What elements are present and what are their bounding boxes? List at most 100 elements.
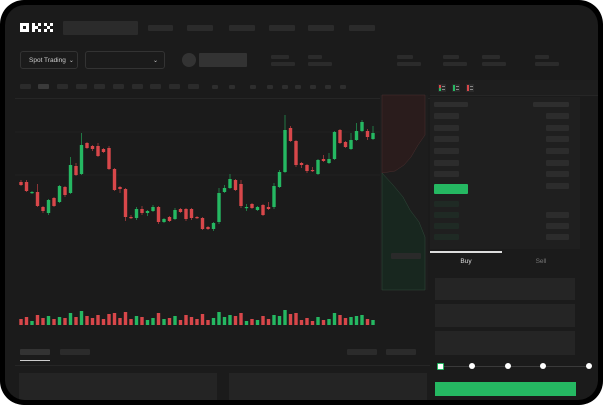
volume-bar — [145, 320, 150, 325]
buy-button[interactable] — [435, 382, 576, 396]
candle — [195, 216, 199, 219]
candle — [85, 142, 89, 149]
timeframe-button[interactable] — [20, 84, 31, 89]
volume-bar — [30, 321, 34, 325]
timeframe-button[interactable] — [188, 84, 199, 89]
timeframe-button[interactable] — [38, 84, 49, 89]
slider-mark-50[interactable] — [505, 363, 511, 369]
volume-bar — [371, 320, 375, 325]
ask-price — [434, 160, 459, 166]
candle — [46, 199, 51, 215]
volume-bar — [57, 317, 62, 325]
candle-body — [211, 223, 216, 229]
chart-tool-icon[interactable] — [267, 85, 273, 89]
ask-size — [546, 125, 569, 131]
candle — [52, 197, 56, 207]
chart-tool-icon[interactable] — [212, 85, 218, 89]
stat-label — [535, 55, 549, 59]
candle — [371, 126, 375, 140]
volume-bar — [360, 315, 364, 325]
divider — [15, 98, 430, 99]
chart-tool-icon[interactable] — [340, 85, 346, 89]
volume-bar — [41, 318, 45, 325]
ask-size — [546, 113, 569, 119]
candle — [305, 164, 309, 173]
filter-button[interactable] — [386, 349, 416, 355]
candle-body — [52, 198, 56, 206]
slider-mark-75[interactable] — [540, 363, 546, 369]
chart-tool-icon[interactable] — [282, 85, 288, 89]
bid-price — [434, 234, 459, 240]
volume-bar — [184, 315, 188, 325]
slider-handle[interactable] — [437, 363, 444, 370]
header-search-placeholder[interactable] — [63, 21, 138, 35]
nav-item[interactable] — [269, 25, 295, 31]
timeframe-button[interactable] — [57, 84, 68, 89]
filter-button[interactable] — [347, 349, 377, 355]
coin-icon — [182, 53, 196, 67]
order-book-both-icon[interactable] — [438, 84, 446, 92]
ask-price — [434, 113, 459, 119]
chevron-down-icon: ⌄ — [152, 57, 158, 64]
candle-body — [123, 189, 128, 217]
amount-input[interactable] — [435, 304, 575, 327]
candle — [74, 163, 78, 176]
volume-bar — [162, 319, 166, 325]
nav-item[interactable] — [148, 25, 173, 31]
timeframe-button[interactable] — [150, 84, 161, 89]
candle — [178, 208, 183, 213]
bid-price — [434, 212, 459, 218]
tab-sell[interactable]: Sell — [535, 258, 547, 265]
chart-tool-icon[interactable] — [310, 85, 316, 89]
timeframe-button[interactable] — [169, 84, 180, 89]
slider-mark-100[interactable] — [586, 363, 592, 369]
chart-tool-icon[interactable] — [229, 85, 235, 89]
orderbook-col-header — [434, 102, 468, 107]
nav-item[interactable] — [187, 25, 213, 31]
chart-tool-icon[interactable] — [295, 85, 301, 89]
amount-slider[interactable] — [437, 363, 592, 370]
candle-body — [371, 133, 375, 139]
timeframe-button[interactable] — [94, 84, 105, 89]
volume-bar — [283, 310, 287, 325]
candle — [261, 204, 265, 216]
chart-tool-icon[interactable] — [250, 85, 256, 89]
candle-body — [365, 131, 370, 137]
price-input[interactable] — [435, 278, 575, 300]
chart-tool-icon[interactable] — [325, 85, 331, 89]
candle-body — [167, 217, 172, 221]
candle — [123, 188, 128, 221]
pair-select[interactable]: ⌄ — [85, 51, 165, 69]
depth-label — [391, 253, 421, 259]
tab-underline — [20, 360, 50, 361]
volume-bar — [327, 319, 331, 325]
slider-mark-25[interactable] — [469, 363, 475, 369]
tab-underline — [430, 251, 502, 253]
volume-bar — [321, 320, 326, 325]
stat-label — [308, 55, 322, 59]
volume-bar — [52, 319, 56, 325]
total-input[interactable] — [435, 331, 575, 355]
volume-bar — [316, 317, 320, 325]
candle — [112, 168, 117, 191]
volume-bar — [299, 320, 304, 325]
order-book-asks-icon[interactable] — [466, 84, 474, 92]
candle — [90, 145, 95, 151]
timeframe-button[interactable] — [132, 84, 143, 89]
order-book-bids-icon[interactable] — [452, 84, 460, 92]
candle — [68, 157, 73, 194]
timeframe-button[interactable] — [76, 84, 87, 89]
tab-open-orders[interactable] — [20, 349, 50, 355]
volume-bar — [123, 312, 128, 325]
nav-item[interactable] — [308, 25, 334, 31]
ask-size — [546, 171, 569, 177]
market-select[interactable]: Spot Trading ⌄ — [20, 51, 78, 69]
nav-item[interactable] — [229, 25, 255, 31]
nav-item[interactable] — [349, 25, 375, 31]
tab-buy[interactable]: Buy — [460, 258, 472, 265]
candle — [233, 179, 238, 191]
tab-order-history[interactable] — [60, 349, 90, 355]
candle — [360, 120, 364, 132]
timeframe-button[interactable] — [113, 84, 124, 89]
